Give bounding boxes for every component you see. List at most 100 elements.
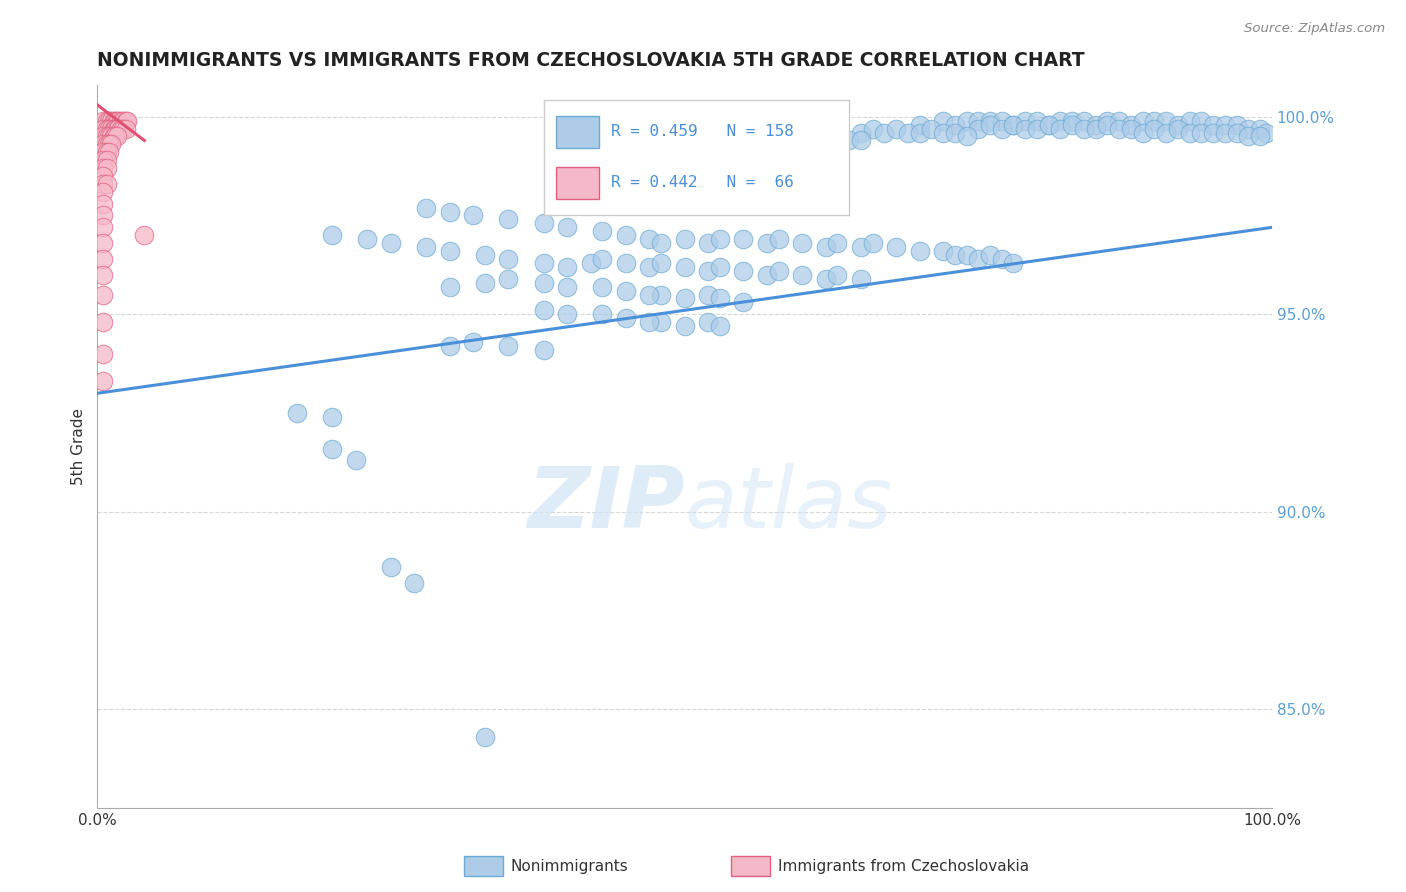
- Point: [105, 129, 128, 144]
- Point: [498, 271, 520, 285]
- Point: [908, 244, 931, 258]
- Point: [1049, 121, 1071, 136]
- Point: [1226, 126, 1249, 140]
- Point: [932, 113, 955, 128]
- Point: [344, 453, 367, 467]
- Point: [104, 113, 127, 128]
- Point: [990, 252, 1012, 266]
- Point: [790, 268, 813, 282]
- Point: [100, 113, 122, 128]
- Point: [100, 137, 122, 152]
- Point: [733, 264, 755, 278]
- Point: [321, 228, 343, 243]
- Point: [1178, 126, 1201, 140]
- Point: [1178, 113, 1201, 128]
- Point: [107, 113, 129, 128]
- Point: [555, 260, 578, 274]
- Point: [967, 121, 990, 136]
- Point: [884, 121, 907, 136]
- Point: [1237, 121, 1260, 136]
- Point: [404, 575, 426, 590]
- Point: [91, 375, 114, 389]
- Point: [112, 121, 135, 136]
- Point: [1254, 126, 1277, 140]
- Point: [1026, 121, 1049, 136]
- Point: [1073, 113, 1095, 128]
- Point: [884, 240, 907, 254]
- Point: [96, 153, 118, 168]
- Point: [498, 339, 520, 353]
- Point: [533, 276, 555, 290]
- Point: [673, 292, 696, 306]
- Point: [96, 113, 118, 128]
- Point: [356, 232, 378, 246]
- Y-axis label: 5th Grade: 5th Grade: [72, 409, 86, 485]
- Point: [908, 126, 931, 140]
- Point: [932, 126, 955, 140]
- Point: [1154, 113, 1177, 128]
- Point: [91, 145, 114, 160]
- Point: [91, 161, 114, 175]
- Point: [1108, 113, 1130, 128]
- Point: [91, 137, 114, 152]
- Point: [943, 126, 966, 140]
- Point: [533, 256, 555, 270]
- Point: [955, 113, 977, 128]
- Point: [115, 113, 138, 128]
- Point: [768, 232, 790, 246]
- Point: [827, 129, 849, 144]
- Point: [943, 248, 966, 262]
- Point: [1167, 121, 1189, 136]
- Point: [591, 307, 613, 321]
- Point: [110, 113, 132, 128]
- Point: [908, 118, 931, 132]
- Point: [650, 287, 672, 301]
- Point: [96, 145, 118, 160]
- Point: [1002, 118, 1025, 132]
- Point: [1062, 118, 1084, 132]
- Point: [1073, 121, 1095, 136]
- Point: [638, 315, 661, 329]
- Point: [1154, 126, 1177, 140]
- Text: Source: ZipAtlas.com: Source: ZipAtlas.com: [1244, 22, 1385, 36]
- Point: [321, 442, 343, 456]
- Point: [439, 339, 461, 353]
- Point: [967, 252, 990, 266]
- Point: [1167, 118, 1189, 132]
- Point: [827, 236, 849, 251]
- Point: [827, 268, 849, 282]
- Point: [638, 287, 661, 301]
- Point: [1189, 113, 1212, 128]
- Point: [1132, 126, 1154, 140]
- Point: [91, 169, 114, 183]
- Point: [1084, 118, 1107, 132]
- Point: [474, 248, 496, 262]
- Point: [1002, 256, 1025, 270]
- Point: [463, 334, 485, 349]
- Point: [114, 121, 136, 136]
- Point: [1026, 113, 1049, 128]
- Point: [862, 121, 884, 136]
- Point: [733, 295, 755, 310]
- Point: [1202, 126, 1225, 140]
- Point: [673, 232, 696, 246]
- Point: [1097, 118, 1119, 132]
- Point: [591, 279, 613, 293]
- Point: [285, 406, 308, 420]
- Point: [1132, 113, 1154, 128]
- Point: [849, 126, 872, 140]
- Point: [920, 121, 942, 136]
- Point: [1108, 121, 1130, 136]
- Point: [474, 730, 496, 744]
- Point: [1038, 118, 1060, 132]
- Point: [838, 133, 860, 147]
- Point: [104, 129, 127, 144]
- Point: [103, 121, 125, 136]
- Point: [91, 347, 114, 361]
- Point: [110, 121, 132, 136]
- Point: [105, 121, 128, 136]
- Point: [614, 284, 637, 298]
- Point: [697, 287, 720, 301]
- Point: [849, 240, 872, 254]
- Point: [1189, 126, 1212, 140]
